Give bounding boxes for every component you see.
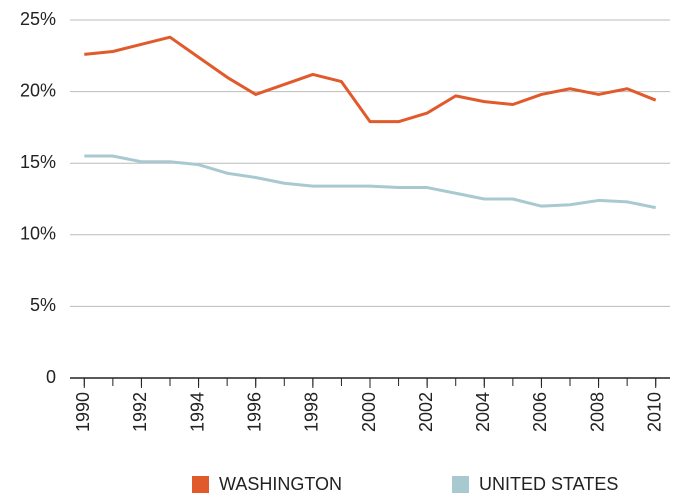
y-tick-label: 5% (30, 295, 56, 315)
x-tick-label: 2000 (359, 392, 379, 432)
x-tick-label: 1996 (244, 392, 264, 432)
x-tick-label: 1994 (187, 392, 207, 432)
y-tick-label: 0 (46, 367, 56, 387)
y-tick-label: 10% (20, 224, 56, 244)
legend-swatch (452, 476, 469, 493)
legend-label: WASHINGTON (219, 474, 342, 494)
y-tick-label: 15% (20, 152, 56, 172)
x-tick-label: 1992 (130, 392, 150, 432)
legend-label: UNITED STATES (479, 474, 618, 494)
line-series (84, 154, 657, 210)
x-tick-label: 2008 (587, 392, 607, 432)
x-tick-label: 2002 (416, 392, 436, 432)
line-series (84, 35, 657, 124)
y-tick-label: 20% (20, 80, 56, 100)
x-tick-label: 1990 (73, 392, 93, 432)
legend-swatch (192, 476, 209, 493)
y-tick-label: 25% (20, 9, 56, 29)
x-tick-label: 2004 (473, 392, 493, 432)
x-tick-label: 2006 (530, 392, 550, 432)
x-tick-label: 1998 (302, 392, 322, 432)
x-tick-label: 2010 (644, 392, 664, 432)
